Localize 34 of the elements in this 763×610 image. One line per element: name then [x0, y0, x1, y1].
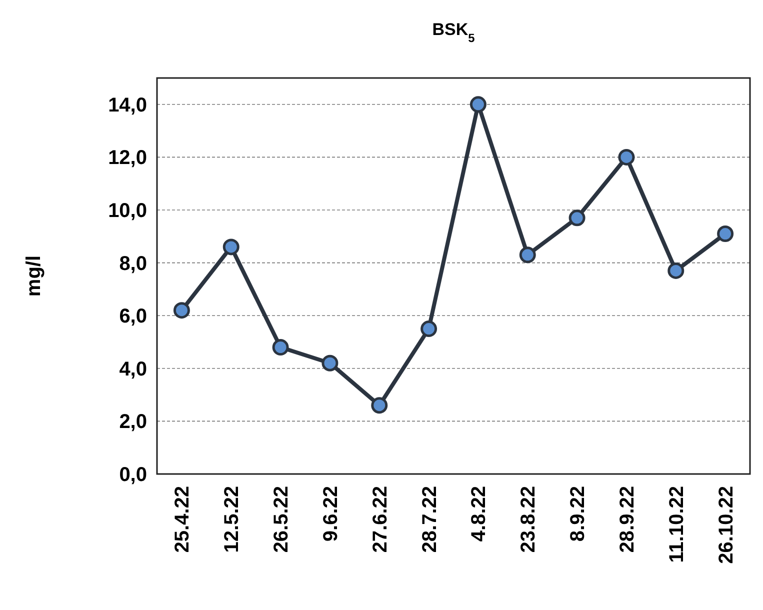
- y-tick-label: 12,0: [108, 147, 147, 170]
- point: [519, 246, 536, 264]
- y-tick-label: 10,0: [108, 200, 147, 222]
- x-tick-label: 9.6.22: [320, 486, 342, 542]
- point: [470, 96, 486, 113]
- y-tick-label: 8,0: [119, 252, 147, 275]
- x-tick-label: 26.5.22: [270, 486, 293, 553]
- point: [322, 354, 338, 372]
- point: [173, 302, 190, 319]
- point: [272, 339, 289, 356]
- x-tick-label: 28.7.22: [418, 486, 441, 553]
- point: [668, 262, 684, 279]
- x-tick-label: 12.5.22: [221, 486, 244, 553]
- x-tick-label: 8.9.22: [567, 486, 590, 542]
- x-tick-label: 28.9.22: [616, 486, 638, 553]
- point: [717, 226, 734, 242]
- chart-title: BSK$_{5}$: [432, 20, 476, 45]
- y-axis-title: mg/l: [23, 255, 45, 297]
- x-tick-label: 26.10.22: [715, 486, 738, 564]
- point: [420, 320, 438, 338]
- y-tick-label: 6,0: [119, 306, 147, 328]
- x-tick-label: 23.8.22: [518, 486, 540, 553]
- point: [618, 148, 635, 166]
- y-tick-label: 2,0: [119, 411, 147, 434]
- x-tick-label: 27.6.22: [369, 486, 392, 553]
- y-tick-label: 0,0: [119, 464, 147, 486]
- y-tick-label: 14,0: [108, 94, 147, 116]
- y-tick-label: 4,0: [119, 358, 147, 380]
- point: [222, 238, 240, 256]
- x-tick-label: 11.10.22: [666, 486, 688, 563]
- x-tick-label: 25.4.22: [172, 486, 194, 553]
- point: [371, 397, 388, 414]
- point: [568, 210, 586, 226]
- x-tick-label: 4.8.22: [468, 486, 490, 542]
